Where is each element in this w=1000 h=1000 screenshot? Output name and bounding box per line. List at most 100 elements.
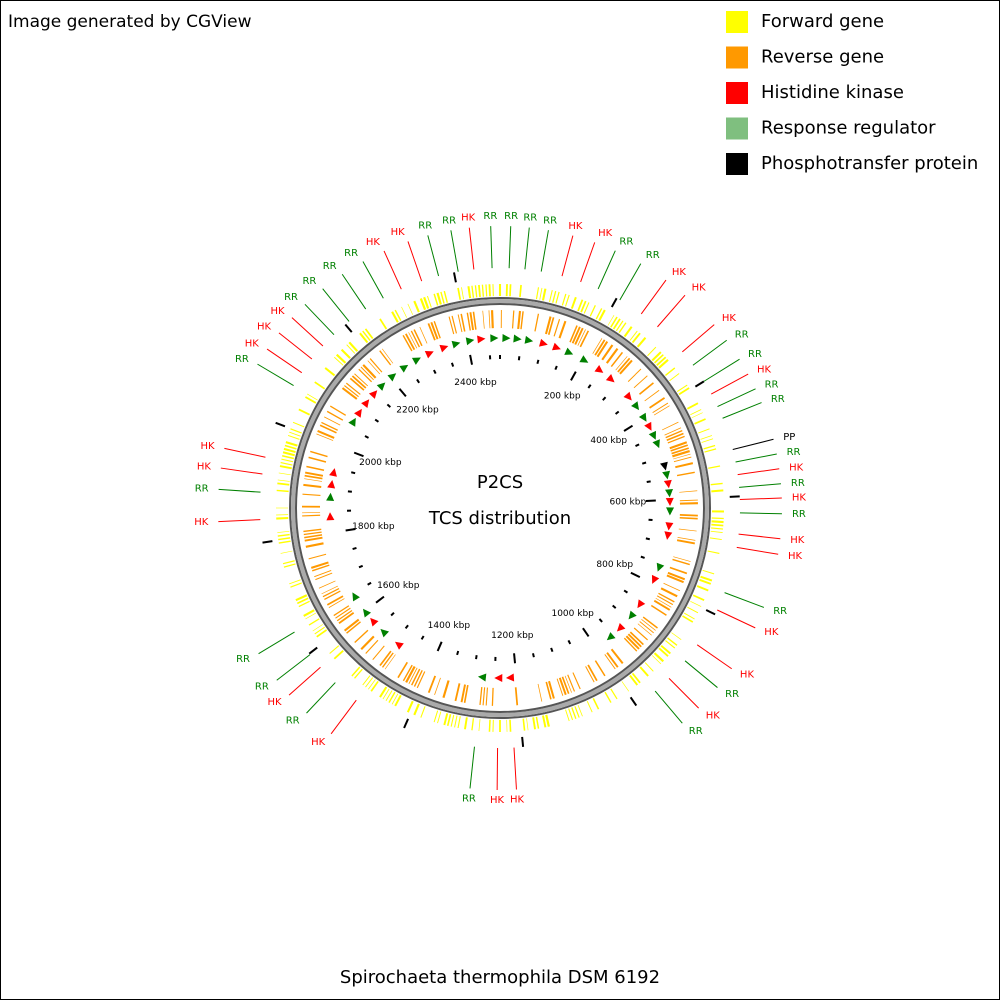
tick-label: 600 kbp	[610, 497, 647, 507]
feature-marker	[666, 507, 675, 516]
forward-gene	[391, 311, 399, 323]
forward-gene	[708, 465, 721, 469]
legend-swatch	[726, 46, 748, 69]
feature-leader	[735, 453, 777, 463]
reverse-gene	[317, 430, 335, 439]
outer-tick	[705, 609, 716, 616]
forward-gene	[522, 718, 526, 731]
forward-gene	[690, 409, 702, 416]
forward-gene	[277, 530, 290, 533]
forward-gene	[362, 675, 371, 686]
reverse-gene	[633, 375, 648, 389]
feature-marker	[329, 468, 337, 477]
forward-gene	[610, 688, 618, 700]
feature-leader	[266, 348, 303, 374]
reverse-gene	[367, 360, 381, 375]
forward-gene	[443, 713, 449, 726]
feature-label: HK	[672, 267, 687, 278]
reverse-gene	[574, 327, 584, 345]
feature-label: HK	[598, 228, 613, 239]
minor-tick	[612, 604, 617, 609]
reverse-gene	[641, 619, 656, 631]
forward-gene	[702, 569, 715, 575]
forward-gene	[676, 384, 688, 393]
feature-leader	[304, 303, 335, 336]
forward-gene	[478, 284, 481, 298]
tick-label: 2000 kbp	[359, 458, 402, 468]
feature-label: HK	[461, 213, 476, 224]
legend-label: Forward gene	[761, 11, 884, 32]
minor-tick	[567, 639, 572, 645]
feature-marker	[605, 374, 615, 383]
tick-label: 1000 kbp	[551, 609, 594, 619]
feature-leader	[737, 468, 780, 476]
reverse-gene	[610, 351, 624, 368]
forward-gene	[639, 666, 649, 677]
reverse-gene	[545, 681, 552, 700]
forward-gene	[385, 690, 393, 702]
reverse-gene	[517, 310, 522, 330]
reverse-gene	[410, 668, 421, 686]
forward-gene	[365, 677, 374, 688]
forward-gene	[656, 356, 667, 366]
forward-gene	[701, 438, 714, 443]
reverse-gene	[639, 621, 654, 634]
tick-label: 800 kbp	[596, 560, 633, 570]
tick-label: 2400 kbp	[454, 378, 497, 388]
forward-gene	[548, 290, 553, 302]
feature-label: RR	[792, 509, 806, 520]
forward-gene	[295, 594, 308, 602]
forward-gene	[303, 609, 315, 617]
feature-label: HK	[722, 313, 737, 324]
reverse-gene	[408, 667, 418, 684]
forward-gene	[413, 300, 420, 313]
feature-label: RR	[689, 726, 703, 737]
reverse-gene	[606, 652, 619, 668]
feature-label: HK	[257, 322, 272, 333]
reverse-gene	[430, 321, 439, 340]
reverse-gene	[662, 421, 679, 431]
reverse-gene	[572, 672, 581, 690]
forward-gene	[304, 396, 317, 404]
forward-gene	[277, 533, 290, 537]
reverse-gene	[463, 684, 469, 703]
reverse-gene	[314, 570, 332, 578]
feature-marker	[648, 430, 656, 440]
reverse-gene	[679, 490, 698, 493]
forward-gene	[574, 706, 580, 718]
reverse-gene	[372, 645, 385, 661]
reverse-gene	[315, 572, 333, 581]
reverse-gene	[482, 310, 485, 329]
reverse-gene	[577, 329, 586, 346]
feature-marker	[380, 628, 390, 638]
tick-label: 1600 kbp	[377, 581, 420, 591]
reverse-gene	[679, 499, 698, 502]
outer-tick	[629, 696, 638, 707]
minor-tick	[433, 369, 437, 375]
outer-tick	[610, 297, 618, 308]
feature-leader	[640, 279, 667, 315]
reverse-gene	[666, 432, 684, 442]
minor-tick	[598, 618, 603, 623]
feature-leader	[468, 227, 475, 270]
feature-leader	[561, 235, 574, 277]
feature-leader	[508, 226, 512, 269]
reverse-gene	[402, 334, 413, 352]
feature-leader	[654, 690, 683, 724]
forward-gene	[682, 615, 694, 623]
reverse-gene	[312, 564, 330, 572]
feature-leader	[469, 746, 475, 789]
reverse-gene	[676, 471, 695, 477]
feature-leader	[450, 230, 459, 272]
feature-label: RR	[483, 211, 497, 222]
feature-marker	[477, 335, 486, 344]
reverse-gene	[642, 616, 658, 629]
forward-gene	[690, 600, 702, 607]
forward-gene	[443, 290, 448, 303]
feature-label: HK	[792, 493, 807, 504]
forward-gene	[526, 718, 529, 731]
reverse-gene	[304, 536, 323, 542]
reverse-gene	[663, 582, 681, 592]
feature-label: RR	[771, 394, 785, 405]
forward-gene	[615, 320, 624, 332]
